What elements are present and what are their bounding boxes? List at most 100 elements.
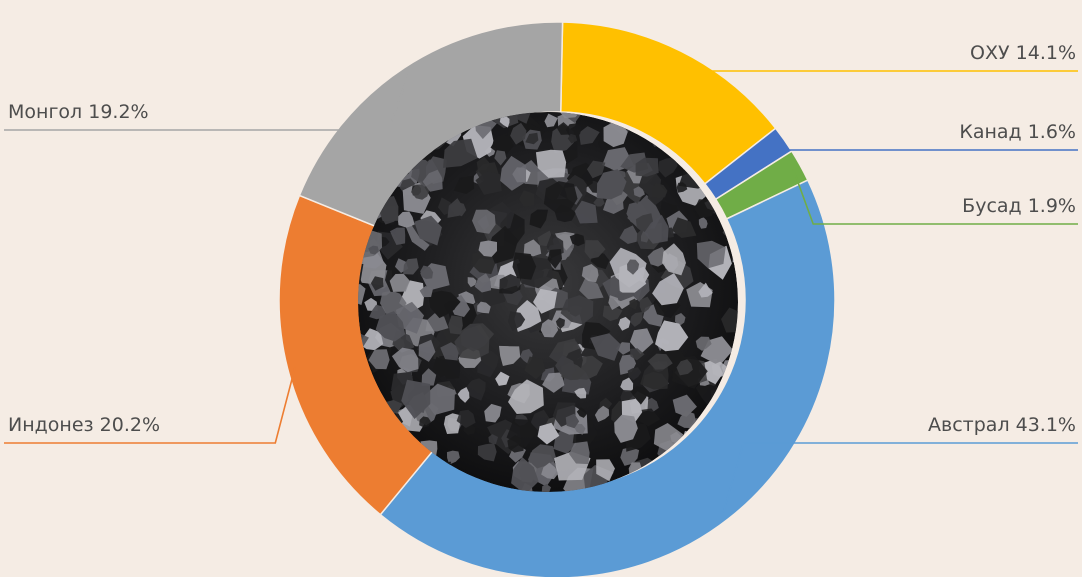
- coal-piece: [555, 355, 576, 378]
- coal-piece: [698, 282, 713, 298]
- coal-piece: [620, 377, 634, 392]
- coal-piece: [569, 441, 590, 465]
- coal-piece: [440, 342, 460, 361]
- coal-piece: [488, 434, 499, 445]
- coal-piece: [630, 386, 649, 405]
- coal-piece: [651, 182, 668, 198]
- coal-piece: [644, 214, 669, 244]
- coal-piece: [556, 122, 570, 135]
- label-австрал: Австрал 43.1%: [928, 414, 1076, 436]
- coal-piece: [608, 295, 620, 311]
- coal-piece: [389, 273, 410, 292]
- coal-piece: [422, 169, 443, 192]
- coal-piece: [618, 262, 647, 293]
- coal-piece: [508, 379, 544, 414]
- coal-piece: [390, 227, 406, 246]
- coal-piece: [448, 315, 463, 335]
- coal-piece: [582, 322, 611, 350]
- leader-line-индонез: [4, 366, 297, 444]
- leader-line-бусад: [792, 168, 1078, 225]
- coal-piece: [391, 347, 419, 373]
- coal-piece: [465, 378, 486, 401]
- coal-piece: [467, 277, 477, 288]
- label-монгол: Монгол 19.2%: [8, 101, 149, 123]
- coal-piece: [655, 320, 689, 352]
- coal-piece: [541, 483, 552, 492]
- coal-piece: [529, 209, 549, 229]
- coal-piece: [472, 251, 496, 275]
- coal-piece: [565, 413, 580, 429]
- coal-piece: [408, 391, 427, 413]
- coal-piece: [596, 169, 627, 200]
- leader-line-монгол: [4, 74, 410, 131]
- coal-piece: [633, 186, 645, 198]
- label-бусад: Бусад 1.9%: [962, 195, 1076, 217]
- coal-piece: [662, 243, 686, 276]
- coal-piece: [652, 273, 684, 306]
- coal-piece: [676, 359, 693, 376]
- coal-piece: [658, 157, 678, 178]
- coal-piece: [614, 290, 625, 300]
- coal-piece: [593, 198, 605, 207]
- coal-piece: [586, 160, 606, 179]
- coal-piece: [498, 345, 521, 366]
- coal-piece: [629, 328, 654, 355]
- coal-piece: [629, 298, 638, 310]
- coal-piece: [574, 200, 598, 224]
- coal-piece: [519, 190, 535, 207]
- coal-piece: [490, 135, 514, 158]
- coal-piece: [547, 249, 563, 269]
- coal-piece: [579, 277, 604, 300]
- coal-piece: [630, 348, 645, 361]
- coal-piece: [618, 316, 631, 331]
- coal-piece: [537, 422, 560, 445]
- coal-piece: [544, 113, 558, 128]
- coal-piece: [418, 339, 436, 362]
- coal-piece: [419, 286, 433, 298]
- coal-piece: [478, 240, 498, 257]
- coal-piece: [676, 182, 688, 193]
- slice-labels: ОХУ 14.1% Канад 1.6% Бусад 1.9% Австрал 43.…: [8, 42, 1076, 436]
- coal-piece: [695, 336, 712, 351]
- coal-piece: [454, 324, 490, 360]
- coal-piece: [477, 443, 497, 462]
- coal-piece: [581, 263, 599, 283]
- coal-piece: [420, 440, 438, 458]
- coal-piece: [499, 116, 510, 128]
- coal-piece: [569, 233, 585, 247]
- coal-piece: [359, 328, 384, 351]
- coal-piece: [447, 198, 464, 218]
- coal-piece: [484, 403, 502, 423]
- coal-piece: [420, 265, 434, 279]
- label-оху: ОХУ 14.1%: [970, 42, 1076, 64]
- label-индонез: Индонез 20.2%: [8, 414, 160, 436]
- coal-piece: [565, 123, 582, 139]
- coal-piece: [554, 231, 575, 251]
- coal-piece: [524, 356, 546, 380]
- coal-piece: [602, 305, 623, 322]
- coal-piece: [488, 225, 518, 264]
- coal-piece: [438, 354, 461, 379]
- coal-piece: [584, 240, 606, 259]
- coal-piece: [515, 112, 531, 124]
- coal-piece: [397, 211, 415, 228]
- coal-piece: [507, 311, 526, 332]
- coal-piece: [672, 394, 697, 417]
- coal-piece: [507, 435, 524, 453]
- coal-piece: [619, 225, 638, 244]
- coal-piece: [523, 239, 542, 257]
- coal-piece: [635, 157, 659, 177]
- coal-piece: [457, 386, 470, 403]
- coal-piece: [574, 423, 586, 435]
- coal-piece: [428, 290, 461, 319]
- coal-piece: [499, 273, 522, 294]
- coal-piece: [512, 252, 537, 280]
- coal-piece: [510, 122, 527, 145]
- coal-piece: [375, 311, 406, 342]
- coal-piece: [574, 387, 587, 399]
- coal-piece: [576, 407, 587, 418]
- coal-piece: [638, 408, 661, 427]
- coal-piece: [711, 361, 727, 378]
- coal-piece: [629, 311, 643, 327]
